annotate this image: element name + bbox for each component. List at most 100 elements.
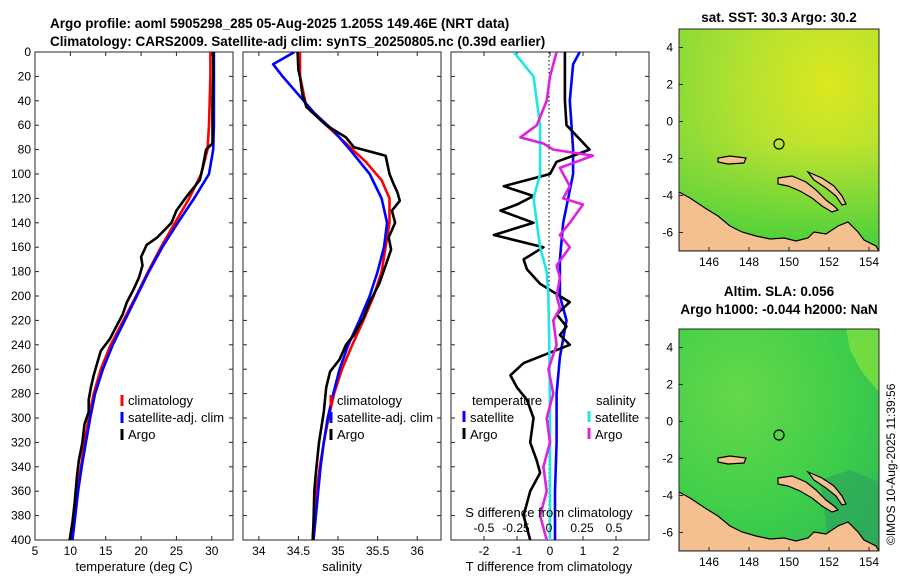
land-new-guinea-2	[679, 491, 879, 551]
legend-label: satellite-adj. clim	[337, 410, 433, 425]
x-tick-label: -1	[512, 544, 523, 558]
difference-x-label: T difference from climatology	[466, 559, 633, 574]
sst-map-title: sat. SST: 30.3 Argo: 30.2	[701, 10, 857, 25]
map-x-tick-label: 146	[699, 555, 719, 569]
x-tick-label: 35	[331, 544, 345, 558]
series-line-satellite-adj-clim	[271, 52, 389, 540]
y-tick-label: 40	[18, 94, 32, 108]
x-tick-label: 5	[32, 544, 39, 558]
title-line-2: Climatology: CARS2009. Satellite-adj cli…	[50, 34, 545, 49]
map-y-tick-label: -6	[662, 526, 673, 540]
sla-high-patch	[846, 329, 879, 392]
upper-x-tick-label: 0	[546, 521, 553, 535]
argo-location-marker	[773, 138, 785, 150]
map-x-tick-label: 152	[819, 255, 839, 269]
x-tick-label: 1	[580, 544, 587, 558]
map-x-tick-label: 148	[739, 555, 759, 569]
y-tick-label: 180	[11, 265, 31, 279]
y-tick-label: 300	[11, 411, 31, 425]
y-tick-label: 0	[24, 45, 31, 59]
temperature-panel: 5 10 15 20 25 3002040608010012014016018020022…	[11, 45, 234, 574]
y-tick-label: 160	[11, 240, 31, 254]
difference-upper-x-label: S difference from climatology	[465, 505, 633, 520]
map-y-tick-label: 0	[666, 115, 673, 129]
salinity-panel: 34 34.5 35 35.5 36 salinity climatology satel…	[242, 51, 442, 574]
map-x-tick-label: 150	[779, 555, 799, 569]
x-tick-label: 25	[170, 544, 184, 558]
y-tick-label: 220	[11, 313, 31, 327]
map-y-tick-label: 2	[666, 78, 673, 92]
land-manus-2	[717, 455, 747, 465]
y-tick-label: 60	[18, 118, 32, 132]
map-y-tick-label: -2	[662, 452, 673, 466]
map-y-tick-label: -2	[662, 152, 673, 166]
land-manus	[717, 155, 747, 165]
argo-location-marker-2	[773, 429, 785, 441]
y-tick-label: 140	[11, 216, 31, 230]
x-tick-label: 36	[411, 544, 425, 558]
map-y-tick-label: 4	[666, 41, 673, 55]
sst-map-box	[678, 28, 880, 252]
x-tick-label: 0	[547, 544, 554, 558]
map-x-tick-label: 154	[859, 555, 879, 569]
x-tick-label: 34.5	[287, 544, 311, 558]
title-line-1: Argo profile: aoml 5905298_285 05-Aug-20…	[50, 16, 509, 31]
map-x-tick-label: 154	[859, 255, 879, 269]
y-tick-label: 400	[11, 533, 31, 547]
x-tick-label: 10	[64, 544, 78, 558]
map-y-tick-label: 2	[666, 378, 673, 392]
map-y-tick-label: -6	[662, 226, 673, 240]
land-new-britain	[777, 175, 840, 213]
legend-label: climatology	[337, 393, 403, 408]
map-y-tick-label: 4	[666, 341, 673, 355]
temperature-axes-box	[34, 51, 234, 541]
sla-map: Altim. SLA: 0.056 Argo h1000: -0.044 h20…	[662, 284, 880, 569]
series-line-temperature-argo	[492, 52, 591, 540]
upper-x-tick-label: 0.5	[606, 521, 623, 535]
sla-map-box	[678, 328, 880, 552]
map-x-tick-label: 150	[779, 255, 799, 269]
y-tick-label: 260	[11, 362, 31, 376]
x-tick-label: 15	[99, 544, 113, 558]
series-line-salinity-satellite	[512, 52, 552, 540]
map-x-tick-label: 152	[819, 555, 839, 569]
series-line-salinity-argo	[518, 52, 595, 540]
legend-label: satellite	[595, 410, 639, 425]
series-line-argo	[68, 52, 215, 540]
legend-label: Argo	[128, 427, 155, 442]
map-y-tick-label: -4	[662, 489, 673, 503]
y-tick-label: 360	[11, 484, 31, 498]
legend-label: satellite	[470, 410, 514, 425]
y-tick-label: 380	[11, 509, 31, 523]
salinity-x-label: salinity	[322, 559, 362, 574]
y-tick-label: 100	[11, 167, 31, 181]
legend-label: Argo	[337, 427, 364, 442]
map-y-tick-label: -4	[662, 189, 673, 203]
x-tick-label: 35.5	[366, 544, 390, 558]
map-y-tick-label: 0	[666, 415, 673, 429]
sla-map-title-2: Argo h1000: -0.044 h2000: NaN	[680, 302, 877, 317]
sla-map-title-1: Altim. SLA: 0.056	[724, 284, 835, 299]
upper-x-tick-label: -0.5	[474, 521, 495, 535]
legend-title-temperature: temperature	[472, 393, 542, 408]
y-tick-label: 200	[11, 289, 31, 303]
upper-x-tick-label: 0.25	[570, 521, 594, 535]
land-new-britain-2	[777, 475, 840, 513]
x-tick-label: 2	[613, 544, 620, 558]
salinity-axes-box	[242, 51, 442, 541]
land-new-ireland	[806, 170, 847, 206]
y-tick-label: 340	[11, 460, 31, 474]
land-new-guinea	[679, 191, 879, 251]
y-tick-label: 240	[11, 338, 31, 352]
difference-panel: -2 -1 0 1 2 T difference from climatology S …	[450, 51, 650, 574]
temperature-x-label: temperature (deg C)	[75, 559, 192, 574]
x-tick-label: 30	[205, 544, 219, 558]
series-line-argo	[296, 52, 402, 540]
map-x-tick-label: 148	[739, 255, 759, 269]
y-tick-label: 80	[18, 143, 32, 157]
upper-x-tick-label: -0.25	[502, 521, 530, 535]
y-tick-label: 280	[11, 387, 31, 401]
sst-map: sat. SST: 30.3 Argo: 30.2 146 148 150 152 15…	[662, 10, 880, 269]
legend-label: climatology	[128, 393, 194, 408]
